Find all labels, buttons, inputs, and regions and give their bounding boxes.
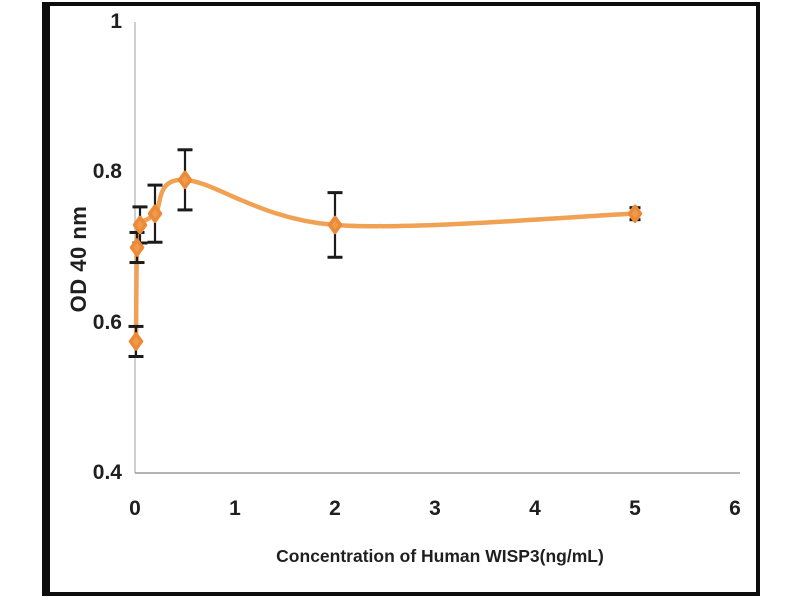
y-tick-label: 0.4 xyxy=(92,461,122,484)
x-axis-title: Concentration of Human WISP3(ng/mL) xyxy=(276,546,604,566)
x-tick-label: 6 xyxy=(729,497,741,520)
y-tick-label: 1 xyxy=(110,10,122,33)
data-point-marker xyxy=(128,332,144,351)
x-tick-label: 0 xyxy=(129,497,141,520)
x-tick-label: 2 xyxy=(329,497,341,520)
data-point-marker xyxy=(177,170,193,190)
x-tick-label: 1 xyxy=(229,497,241,520)
x-tick-label: 4 xyxy=(529,497,541,520)
data-point-marker xyxy=(132,215,148,235)
data-point-marker xyxy=(147,204,163,223)
image-border-frame xyxy=(42,2,760,596)
data-point-marker xyxy=(327,215,343,235)
y-tick-label: 0.6 xyxy=(92,310,122,334)
data-point-marker xyxy=(627,204,643,223)
series-line xyxy=(133,177,638,344)
data-point-marker xyxy=(129,238,145,257)
x-tick-label: 3 xyxy=(429,497,441,520)
y-tick-label: 0.8 xyxy=(92,160,122,184)
x-tick-label: 5 xyxy=(629,497,641,520)
